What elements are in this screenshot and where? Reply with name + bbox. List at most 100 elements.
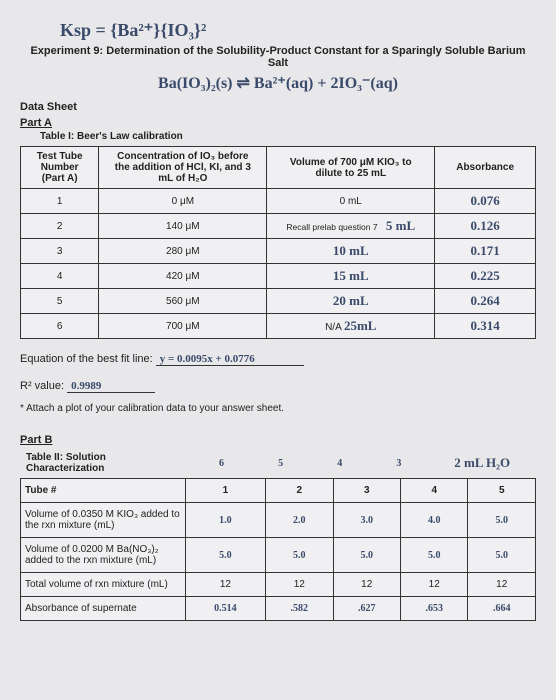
cell: 1 [21, 189, 99, 214]
col-head: 1 [185, 479, 265, 503]
t1-h1c: (Part A) [42, 173, 78, 184]
row-label: Absorbance of supernate [21, 597, 186, 621]
table-2: Tube # 1 2 3 4 5 Volume of 0.0350 M KIO₃… [20, 478, 536, 621]
cell: 12 [400, 573, 467, 597]
cell: 140 μM [99, 214, 267, 239]
table-row: 4 420 μM 15 mL 0.225 [21, 264, 536, 289]
attach-note: * Attach a plot of your calibration data… [20, 403, 536, 414]
cell: 560 μM [99, 289, 267, 314]
cell: 0.171 [435, 239, 536, 264]
hw-top: 2 mL H₂O [428, 448, 536, 478]
cell: 0.514 [185, 597, 265, 621]
cell: .653 [400, 597, 467, 621]
cell: 20 mL [267, 289, 435, 314]
hw-top: 5 [251, 448, 310, 478]
hw-top: 3 [369, 448, 428, 478]
t1-h3a: Volume of 700 μM KIO₃ to [290, 157, 412, 168]
cell: 12 [266, 573, 333, 597]
equation-line: Equation of the best fit line: y = 0.009… [20, 353, 536, 366]
cell: 700 μM [99, 314, 267, 339]
table1-title: Table I: Beer's Law calibration [40, 131, 536, 142]
cell: 5.0 [468, 538, 536, 573]
table-row: 3 280 μM 10 mL 0.171 [21, 239, 536, 264]
cell: Recall prelab question 7 5 mL [267, 214, 435, 239]
row-label: Total volume of rxn mixture (mL) [21, 573, 186, 597]
table-row: 2 140 μM Recall prelab question 7 5 mL 0… [21, 214, 536, 239]
na-label: N/A [325, 322, 341, 333]
row-label: Volume of 0.0200 M Ba(NO₃)₂ added to the… [21, 538, 186, 573]
hw-value: 5 mL [386, 218, 415, 233]
table2-title: Table II: Solution Characterization [20, 448, 192, 478]
cell: 4.0 [400, 503, 467, 538]
part-a-label: Part A [20, 117, 536, 129]
r2-value: 0.9989 [67, 380, 155, 393]
r2-line: R² value: 0.9989 [20, 380, 536, 393]
mid-formula: Ba(IO₃)₂(s) ⇌ Ba²⁺(aq) + 2IO₃⁻(aq) [20, 73, 536, 93]
table-1: Test Tube Number (Part A) Concentration … [20, 146, 536, 339]
t1-h1a: Test Tube [37, 151, 83, 162]
cell: 4 [21, 264, 99, 289]
t1-h1b: Number [41, 162, 79, 173]
cell: 5 [21, 289, 99, 314]
cell: 3.0 [333, 503, 400, 538]
cell: 0 mL [267, 189, 435, 214]
hw-top: 6 [192, 448, 251, 478]
cell: 5.0 [185, 538, 265, 573]
table-row: 6 700 μM N/A 25mL 0.314 [21, 314, 536, 339]
cell: 280 μM [99, 239, 267, 264]
cell: 6 [21, 314, 99, 339]
cell: 0.225 [435, 264, 536, 289]
cell: 0 μM [99, 189, 267, 214]
cell: 5.0 [266, 538, 333, 573]
table-row: 1 0 μM 0 mL 0.076 [21, 189, 536, 214]
cell: 15 mL [267, 264, 435, 289]
t1-h2a: Concentration of IO₃ before [117, 151, 248, 162]
cell: N/A 25mL [267, 314, 435, 339]
table-row: Volume of 0.0350 M KIO₃ added to the rxn… [21, 503, 536, 538]
cell: 0.264 [435, 289, 536, 314]
cell: 0.126 [435, 214, 536, 239]
hw-value: 25mL [344, 318, 377, 333]
cell: 3 [21, 239, 99, 264]
row-label: Volume of 0.0350 M KIO₃ added to the rxn… [21, 503, 186, 538]
cell: 2 [21, 214, 99, 239]
cell: .627 [333, 597, 400, 621]
table-row: 5 560 μM 20 mL 0.264 [21, 289, 536, 314]
t1-h4: Absorbance [456, 162, 514, 173]
cell: 10 mL [267, 239, 435, 264]
experiment-title: Experiment 9: Determination of the Solub… [20, 45, 536, 69]
cell: 2.0 [266, 503, 333, 538]
top-formula: Ksp = {Ba²⁺}{IO₃}² [60, 20, 536, 41]
cell: 5.0 [333, 538, 400, 573]
recall-note: Recall prelab question 7 [286, 223, 377, 232]
tube-label: Tube # [21, 479, 186, 503]
cell: 0.076 [435, 189, 536, 214]
table2-top-hw: Table II: Solution Characterization 6 5 … [20, 448, 536, 478]
cell: 12 [468, 573, 536, 597]
cell: .582 [266, 597, 333, 621]
col-head: 5 [468, 479, 536, 503]
cell: 5.0 [468, 503, 536, 538]
col-head: 4 [400, 479, 467, 503]
col-head: 3 [333, 479, 400, 503]
t1-h2c: mL of H₂O [158, 173, 207, 184]
cell: 1.0 [185, 503, 265, 538]
cell: 0.314 [435, 314, 536, 339]
table-row: Absorbance of supernate 0.514 .582 .627 … [21, 597, 536, 621]
table-row: Total volume of rxn mixture (mL) 12 12 1… [21, 573, 536, 597]
cell: 12 [333, 573, 400, 597]
cell: 420 μM [99, 264, 267, 289]
r2-label: R² value: [20, 380, 64, 392]
hw-top: 4 [310, 448, 369, 478]
t1-h2b: the addition of HCl, KI, and 3 [115, 162, 251, 173]
data-sheet-label: Data Sheet [20, 101, 536, 113]
cell: 5.0 [400, 538, 467, 573]
eq-value: y = 0.0095x + 0.0776 [156, 353, 304, 366]
t1-h3b: dilute to 25 mL [315, 168, 386, 179]
cell: 12 [185, 573, 265, 597]
cell: .664 [468, 597, 536, 621]
part-b-label: Part B [20, 434, 536, 446]
col-head: 2 [266, 479, 333, 503]
eq-label: Equation of the best fit line: [20, 353, 153, 365]
table-row: Volume of 0.0200 M Ba(NO₃)₂ added to the… [21, 538, 536, 573]
